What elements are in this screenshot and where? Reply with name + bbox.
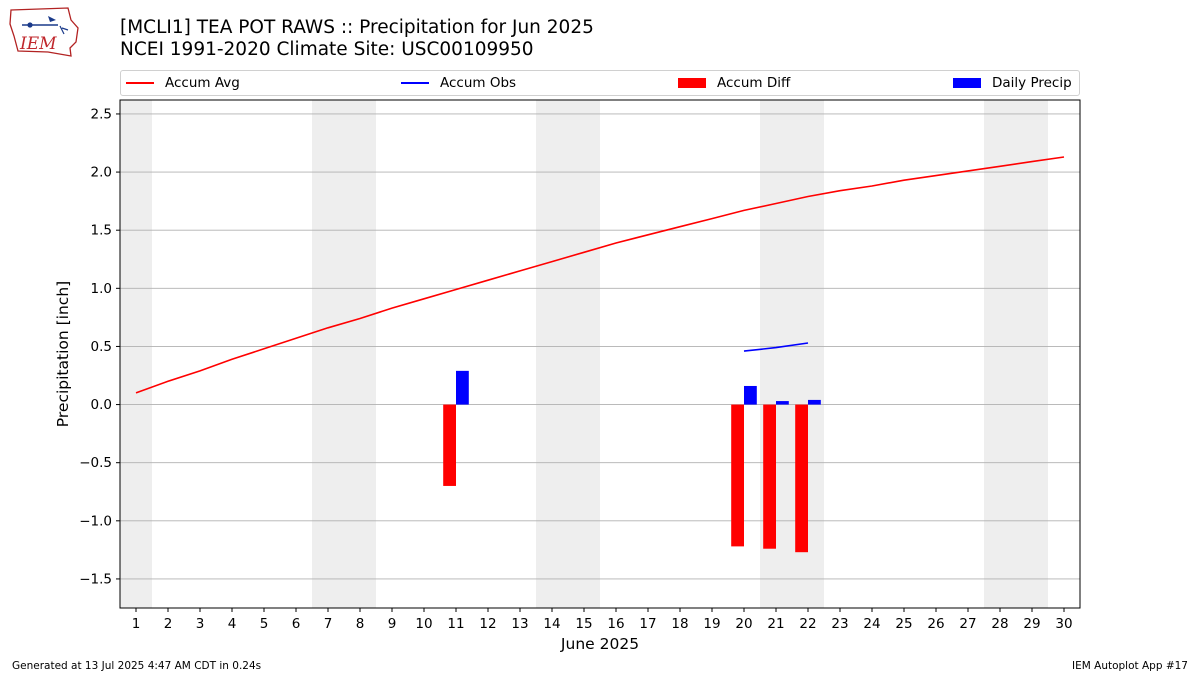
x-tick-label: 14 [543,616,560,632]
y-axis-label: Precipitation [inch] [54,281,72,427]
accum-diff-bar [731,404,744,547]
x-tick-label: 15 [575,616,592,632]
legend-label-accum-avg: Accum Avg [165,75,240,91]
svg-text:IEM: IEM [19,34,57,54]
daily-precip-bar [776,401,789,405]
iem-logo: IEM [9,7,79,57]
y-tick-label: 2.5 [91,106,112,122]
x-tick-label: 6 [292,616,301,632]
x-tick-label: 2 [164,616,173,632]
footer-generated-at: Generated at 13 Jul 2025 4:47 AM CDT in … [12,660,262,672]
x-tick-label: 29 [1023,616,1040,632]
y-tick-label: −1.0 [79,513,112,529]
y-tick-label: 1.5 [91,223,112,239]
x-tick-label: 12 [479,616,496,632]
legend-item-accum-avg: Accum Avg [126,71,240,95]
accum-diff-bar [795,404,808,553]
x-tick-label: 11 [447,616,464,632]
plot-frame [119,99,1081,609]
legend-swatch-accum-obs [401,82,429,84]
chart-title: [MCLI1] TEA POT RAWS :: Precipitation fo… [120,17,594,38]
y-tick-label: 1.0 [91,281,112,297]
weekend-band [312,100,344,608]
weekend-band [120,100,152,608]
accum-diff-bar [763,404,776,549]
x-tick-label: 17 [639,616,656,632]
weekend-band [568,100,600,608]
legend-item-daily-precip: Daily Precip [953,71,1072,95]
legend-label-accum-diff: Accum Diff [717,75,791,91]
x-tick-label: 3 [196,616,205,632]
y-tick-label: 2.0 [91,165,112,181]
legend-swatch-accum-avg [126,82,154,84]
weekend-band [984,100,1016,608]
accum-obs-line [743,342,809,352]
daily-precip-bar [456,370,469,405]
legend-label-daily-precip: Daily Precip [992,75,1072,91]
x-axis-label: June 2025 [560,635,639,653]
x-tick-label: 18 [671,616,688,632]
accum-diff-bar [443,404,456,486]
chart-subtitle: NCEI 1991-2020 Climate Site: USC00109950 [120,39,534,60]
x-tick-label: 26 [927,616,944,632]
x-tick-label: 4 [228,616,237,632]
weekend-band [1016,100,1048,608]
weekend-band [344,100,376,608]
x-tick-label: 7 [324,616,333,632]
legend-item-accum-obs: Accum Obs [401,71,516,95]
y-tick-label: −1.5 [79,571,112,587]
x-tick-label: 22 [799,616,816,632]
y-tick-label: −0.5 [79,455,112,471]
daily-precip-bar [744,385,757,405]
x-tick-label: 21 [767,616,784,632]
daily-precip-bar [808,399,821,405]
accum-avg-line [135,156,1065,394]
legend-label-accum-obs: Accum Obs [440,75,517,91]
x-tick-label: 23 [831,616,848,632]
x-tick-label: 24 [863,616,880,632]
x-tick-label: 1 [132,616,141,632]
x-tick-label: 27 [959,616,976,632]
x-tick-label: 19 [703,616,720,632]
chart-legend: Accum Avg Accum Obs Accum Diff Daily Pre… [120,70,1080,96]
x-tick-label: 20 [735,616,752,632]
legend-swatch-daily-precip [953,78,981,88]
x-tick-label: 9 [388,616,397,632]
x-tick-label: 30 [1055,616,1072,632]
y-tick-label: 0.0 [91,397,112,413]
legend-swatch-accum-diff [678,78,706,88]
x-tick-label: 13 [511,616,528,632]
x-tick-label: 8 [356,616,365,632]
legend-item-accum-diff: Accum Diff [678,71,790,95]
y-tick-label: 0.5 [91,339,112,355]
footer-app-id: IEM Autoplot App #17 [1072,660,1188,672]
x-tick-label: 16 [607,616,624,632]
x-tick-label: 5 [260,616,269,632]
x-tick-label: 25 [895,616,912,632]
x-tick-label: 28 [991,616,1008,632]
x-tick-label: 10 [415,616,432,632]
weekend-band [536,100,568,608]
